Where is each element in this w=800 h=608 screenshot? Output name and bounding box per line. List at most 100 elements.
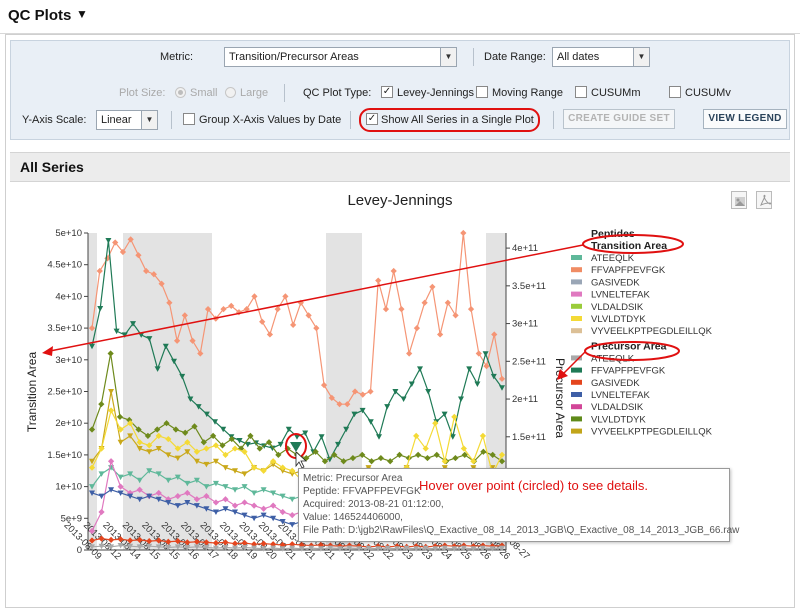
view-legend-button[interactable]: VIEW LEGEND xyxy=(703,109,787,129)
data-point xyxy=(474,381,481,387)
section-header: All Series xyxy=(10,152,790,182)
legend-swatch xyxy=(571,367,582,373)
cusumv-checkbox[interactable] xyxy=(669,86,681,98)
data-point xyxy=(406,350,413,357)
data-point xyxy=(89,490,95,496)
y-tick-label: 0 xyxy=(77,545,82,556)
data-point xyxy=(331,451,338,459)
data-point xyxy=(466,366,473,372)
levey-jennings-checkbox[interactable]: ✓ xyxy=(381,86,393,98)
data-point xyxy=(231,540,239,547)
data-point xyxy=(396,451,403,459)
data-point xyxy=(88,527,96,535)
plot-size-small-radio[interactable] xyxy=(175,87,186,98)
yaxis-scale-label: Y-Axis Scale: xyxy=(22,114,87,126)
data-point xyxy=(270,502,277,509)
data-point xyxy=(351,411,358,418)
data-point xyxy=(165,477,172,484)
data-point xyxy=(155,496,162,503)
moving-range-checkbox[interactable] xyxy=(476,86,488,98)
data-point xyxy=(270,458,277,465)
data-point xyxy=(203,461,210,468)
highlight-circle xyxy=(582,234,684,254)
data-point xyxy=(212,458,219,465)
data-point xyxy=(146,543,153,550)
data-point xyxy=(470,458,477,465)
metric-label: Metric: xyxy=(160,51,193,63)
show-all-series-checkbox[interactable]: ✓ xyxy=(366,113,378,125)
legend-swatch xyxy=(571,279,582,285)
plot-size-large-radio[interactable] xyxy=(225,87,236,98)
legend-swatch xyxy=(571,255,582,260)
metric-select[interactable]: Transition/Precursor Areas ▼ xyxy=(224,47,457,67)
data-point xyxy=(392,389,399,395)
data-point xyxy=(162,343,169,350)
export-png-icon[interactable] xyxy=(731,191,747,209)
date-range-select[interactable]: All dates ▼ xyxy=(552,47,650,67)
data-point xyxy=(483,363,490,370)
data-point xyxy=(89,544,95,550)
data-point xyxy=(184,544,191,551)
data-point xyxy=(441,411,448,418)
data-point xyxy=(470,546,477,552)
data-point xyxy=(119,248,127,256)
data-point xyxy=(222,544,229,551)
legend-swatch xyxy=(571,328,582,334)
data-point xyxy=(117,474,124,481)
legend-swatch xyxy=(571,291,582,297)
data-point xyxy=(475,350,482,357)
data-point xyxy=(130,321,136,327)
data-point xyxy=(203,484,210,490)
data-point xyxy=(479,545,486,552)
data-point xyxy=(470,465,477,471)
data-point xyxy=(136,439,143,446)
group-x-axis-checkbox[interactable] xyxy=(183,113,195,125)
plot-size-small-label: Small xyxy=(190,87,218,99)
create-guide-set-button[interactable]: CREATE GUIDE SET xyxy=(563,109,675,129)
cusumm-checkbox[interactable] xyxy=(575,86,587,98)
export-pdf-icon[interactable] xyxy=(756,191,772,209)
data-point xyxy=(327,545,334,552)
guide-set-shading xyxy=(88,233,97,550)
data-point xyxy=(451,413,458,420)
cusumm-label: CUSUMm xyxy=(591,87,641,99)
data-point xyxy=(203,544,210,551)
y2-tick-label: 3e+11 xyxy=(512,319,538,330)
data-point xyxy=(113,328,120,335)
data-point xyxy=(498,458,506,465)
data-point xyxy=(277,441,284,448)
arrowhead xyxy=(42,346,53,356)
y-tick-label: 1e+10 xyxy=(55,482,82,493)
data-point xyxy=(182,429,189,436)
data-point xyxy=(461,451,468,459)
data-point xyxy=(398,305,405,313)
data-point xyxy=(108,487,115,493)
chevron-down-icon[interactable]: ▼ xyxy=(76,7,88,21)
data-point xyxy=(212,509,219,515)
yaxis-scale-select[interactable]: Linear ▼ xyxy=(96,110,158,130)
tooltip-acquired: Acquired: 2013-08-21 01:12:00, xyxy=(303,499,444,510)
data-point xyxy=(413,324,421,332)
data-point xyxy=(212,480,219,487)
data-point xyxy=(335,441,341,448)
levey-jennings-label: Levey-Jennings xyxy=(397,87,475,99)
data-point xyxy=(408,381,415,387)
data-point xyxy=(184,480,191,487)
data-point xyxy=(394,546,401,552)
data-point xyxy=(294,434,300,440)
data-point xyxy=(375,546,382,552)
data-point xyxy=(203,539,210,546)
chevron-down-icon: ▼ xyxy=(633,48,649,66)
data-point xyxy=(193,496,200,503)
data-point xyxy=(437,331,444,338)
data-point xyxy=(222,484,229,490)
divider xyxy=(171,111,172,129)
data-point xyxy=(375,277,382,284)
data-point xyxy=(274,305,281,313)
data-point xyxy=(97,305,104,312)
y-tick-label: 4e+10 xyxy=(55,291,82,302)
data-point xyxy=(365,545,372,552)
data-point xyxy=(136,496,143,503)
data-point xyxy=(270,545,277,552)
data-point xyxy=(266,331,274,338)
